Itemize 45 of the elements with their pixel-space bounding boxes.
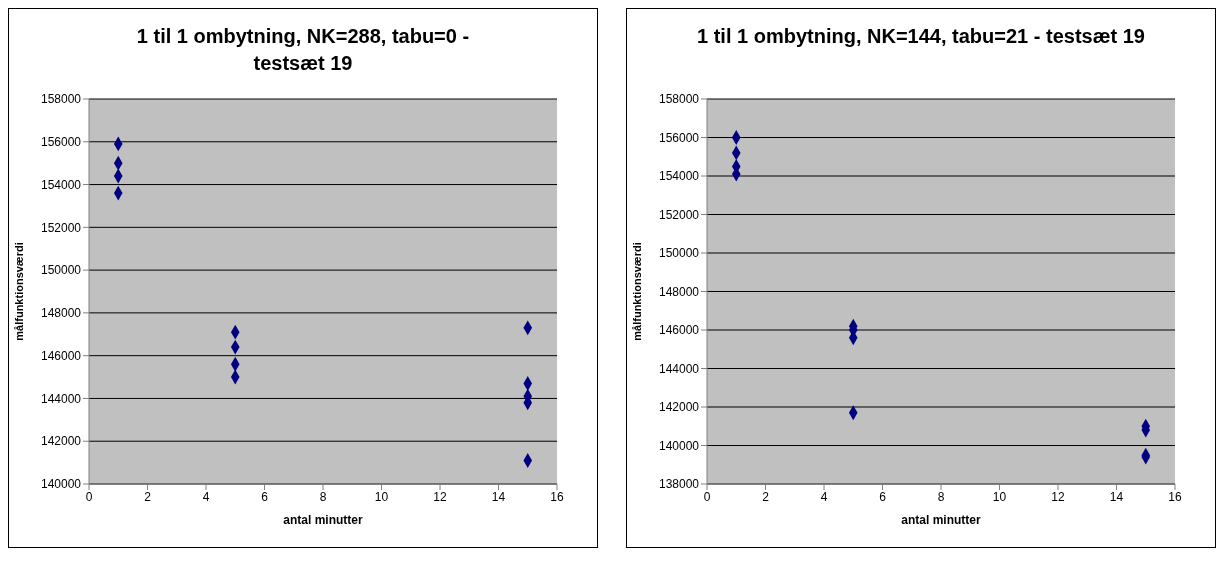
y-tick-label: 140000 (658, 438, 700, 453)
y-axis-title: målfunktionsværdi (630, 242, 643, 341)
x-tick-label: 0 (703, 489, 711, 504)
x-tick-label: 10 (992, 489, 1007, 504)
y-axis-title: målfunktionsværdi (12, 242, 25, 341)
y-tick-label: 146000 (658, 323, 700, 338)
y-tick-label: 138000 (658, 477, 700, 492)
x-tick-label: 14 (1109, 489, 1124, 504)
y-tick-label: 150000 (40, 263, 82, 278)
chart-title: 1 til 1 ombytning, NK=144, tabu=21 - testsæt 19 (696, 24, 1146, 49)
x-tick-label: 10 (374, 489, 389, 504)
y-tick-label: 158000 (658, 92, 700, 107)
x-tick-label: 4 (820, 489, 828, 504)
y-tick-label: 142000 (658, 400, 700, 415)
x-tick-label: 12 (433, 489, 447, 504)
x-tick-label: 12 (1051, 489, 1065, 504)
x-tick-label: 8 (937, 489, 945, 504)
x-tick-label: 16 (550, 489, 564, 504)
y-tick-label: 144000 (658, 361, 700, 376)
y-tick-label: 158000 (40, 92, 82, 107)
y-tick-label: 146000 (40, 348, 82, 363)
y-tick-label: 156000 (40, 135, 82, 150)
x-tick-label: 8 (319, 489, 327, 504)
x-tick-label: 6 (261, 489, 269, 504)
x-tick-label: 2 (144, 489, 152, 504)
y-tick-label: 156000 (658, 130, 700, 145)
y-tick-label: 154000 (40, 177, 82, 192)
x-axis-title: antal minutter (283, 513, 363, 527)
x-tick-label: 2 (762, 489, 770, 504)
y-tick-label: 150000 (658, 246, 700, 261)
x-tick-label: 14 (491, 489, 506, 504)
y-tick-label: 154000 (658, 169, 700, 184)
x-tick-label: 0 (85, 489, 93, 504)
y-tick-label: 152000 (658, 207, 700, 222)
x-axis-title: antal minutter (901, 513, 981, 527)
x-tick-label: 4 (202, 489, 210, 504)
y-tick-label: 152000 (40, 220, 82, 235)
y-tick-label: 148000 (40, 306, 82, 321)
x-tick-label: 16 (1168, 489, 1182, 504)
y-tick-label: 144000 (40, 391, 82, 406)
x-tick-label: 6 (879, 489, 887, 504)
chart-title: 1 til 1 ombytning, NK=288, tabu=0 - testsæt 19 (135, 24, 471, 76)
y-tick-label: 140000 (40, 477, 82, 492)
y-tick-label: 148000 (658, 284, 700, 299)
y-tick-label: 142000 (40, 434, 82, 449)
